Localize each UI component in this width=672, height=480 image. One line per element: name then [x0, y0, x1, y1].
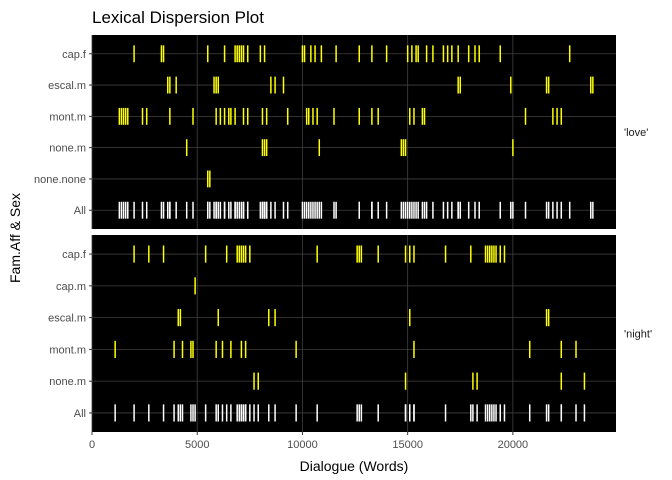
x-tick-label: 15000	[392, 439, 423, 451]
x-tick-label: 20000	[498, 439, 529, 451]
x-tick-label: 0	[89, 439, 95, 451]
y-tick-label: cap.m	[56, 281, 86, 293]
y-tick-label: cap.f	[62, 49, 87, 61]
facet-panel: cap.f escal.m mont.m none.m none.none All 'lov…	[34, 35, 648, 229]
y-tick-label: All	[74, 205, 86, 217]
y-tick-label: mont.m	[49, 344, 86, 356]
panel-background	[92, 235, 616, 432]
x-tick-label: 5000	[185, 439, 209, 451]
y-tick-label: mont.m	[49, 111, 86, 123]
x-axis-title: Dialogue (Words)	[300, 458, 409, 474]
facet-strip-label: 'night'	[624, 329, 652, 341]
y-tick-label: All	[74, 408, 86, 420]
panel-background	[92, 35, 616, 229]
y-tick-label: escal.m	[48, 80, 86, 92]
facet-panel: cap.f cap.m escal.m mont.m none.m All 'night'	[48, 235, 652, 432]
chart-title: Lexical Dispersion Plot	[92, 8, 264, 27]
y-tick-label: escal.m	[48, 313, 86, 325]
y-axis-title: Fam.Aff & Sex	[7, 193, 23, 283]
plot-panels: cap.f escal.m mont.m none.m none.none All 'lov…	[34, 35, 652, 432]
x-axis: 0 5000 10000 15000 20000	[89, 432, 528, 451]
x-tick-label: 10000	[287, 439, 318, 451]
y-tick-label: none.none	[34, 174, 86, 186]
y-tick-label: none.m	[49, 143, 86, 155]
y-tick-label: cap.f	[62, 249, 87, 261]
y-tick-label: none.m	[49, 376, 86, 388]
facet-strip-label: 'love'	[624, 127, 648, 139]
